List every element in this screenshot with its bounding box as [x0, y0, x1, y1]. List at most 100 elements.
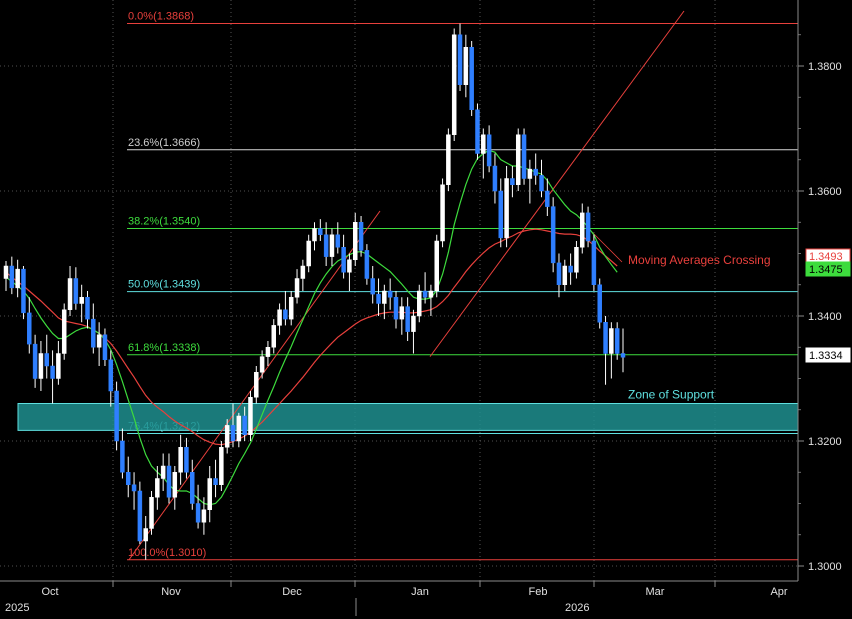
candle [475, 103, 480, 160]
candle [434, 234, 439, 298]
candle [271, 319, 277, 354]
candle [323, 222, 329, 266]
candle [219, 441, 224, 491]
candle [254, 366, 259, 404]
grid [0, 0, 798, 581]
price-badge-label: 1.3475 [809, 264, 843, 276]
candle [428, 284, 434, 316]
moving-averages-annotation: Moving Averages Crossing [628, 253, 771, 267]
candle [457, 23, 463, 91]
candle [96, 322, 102, 366]
candle [178, 434, 183, 485]
candle [15, 259, 20, 298]
candle [341, 234, 346, 279]
candle [312, 222, 317, 251]
candle [318, 219, 323, 241]
candle [527, 159, 533, 204]
candle [440, 178, 445, 248]
support-zone: Zone of Support [17, 388, 799, 431]
x-month-label: Oct [41, 586, 58, 598]
candle [114, 381, 119, 451]
candle [91, 303, 96, 354]
candle [3, 261, 9, 291]
support-zone-band [17, 403, 799, 431]
annotation-pointer [591, 231, 623, 263]
price-badge-label: 1.3334 [809, 350, 843, 362]
price-badge: 1.3493 [805, 248, 851, 264]
candle [591, 234, 597, 291]
candle [79, 284, 84, 323]
candle [498, 178, 504, 248]
moving-average-line [5, 149, 618, 506]
moving-average-line [5, 228, 618, 446]
candle [259, 350, 265, 379]
fib-level-label: 100.0%(1.3010) [128, 547, 206, 559]
candle [195, 484, 201, 529]
candle [56, 341, 61, 385]
x-year-label: 2025 [5, 602, 29, 614]
candle [9, 256, 15, 295]
y-tick-label: 1.3000 [808, 561, 842, 573]
candle [411, 309, 416, 354]
candle [85, 291, 90, 329]
candle [265, 341, 271, 366]
fib-level-label: 50.0%(1.3439) [128, 279, 200, 291]
candle [515, 128, 521, 191]
candle [283, 291, 288, 326]
y-axis-ticks: 1.3800 1.3600 1.3400 1.3200 1.3000 [798, 34, 842, 573]
candle [172, 466, 178, 510]
candle [451, 28, 457, 141]
x-month-label: Jan [411, 586, 429, 598]
candle [184, 437, 189, 479]
candle [190, 459, 195, 510]
candle [393, 291, 399, 329]
candle [73, 267, 79, 310]
x-year-label: 2026 [565, 602, 589, 614]
y-tick-label: 1.3200 [808, 436, 842, 448]
candle [201, 497, 207, 535]
candle [352, 212, 358, 266]
candle [481, 128, 486, 179]
candle [533, 153, 538, 185]
moving-averages [5, 149, 618, 506]
candle [382, 284, 387, 320]
fib-level-label: 61.8%(1.3338) [128, 342, 200, 354]
price-badge: 1.3475 [805, 261, 851, 277]
x-month-label: Mar [646, 586, 665, 598]
x-month-label: Nov [161, 586, 181, 598]
y-tick-label: 1.3400 [808, 311, 842, 323]
candle [556, 253, 562, 298]
candle [149, 491, 154, 535]
candle [224, 419, 230, 454]
candle [294, 269, 300, 304]
candle [155, 466, 160, 510]
candle [574, 241, 579, 279]
candle [335, 222, 341, 254]
candlesticks [3, 23, 626, 560]
candle [236, 412, 242, 448]
candle [21, 266, 26, 320]
candle [539, 159, 544, 198]
candle [521, 128, 527, 185]
candle [510, 166, 515, 198]
y-tick-label: 1.3800 [808, 61, 842, 73]
candle [504, 166, 509, 248]
candle [545, 178, 550, 216]
candle [300, 259, 306, 291]
candle [230, 403, 236, 448]
candle [370, 266, 375, 304]
candle [550, 197, 556, 273]
candle [125, 456, 131, 498]
candle [102, 328, 108, 366]
candle [27, 297, 32, 354]
fib-level-label: 38.2%(1.3540) [128, 216, 200, 228]
candle [207, 466, 212, 523]
candle [166, 453, 172, 504]
candle [446, 128, 451, 191]
candle [620, 328, 626, 373]
trendline [429, 10, 685, 357]
candle [108, 350, 114, 407]
